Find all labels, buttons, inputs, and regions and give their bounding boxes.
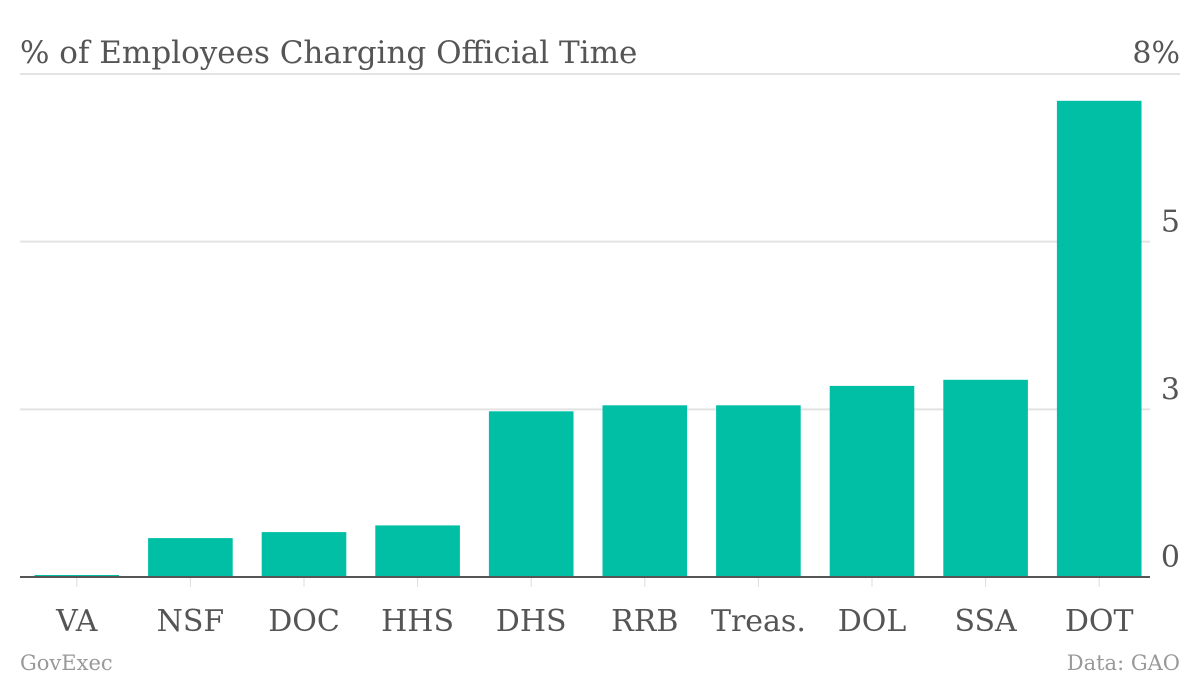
x-tick-label: DOC xyxy=(268,604,340,639)
bar-rrb xyxy=(602,405,688,577)
x-tick-label: DOT xyxy=(1065,604,1134,639)
bar-doc xyxy=(261,532,347,577)
x-tick-label: Treas. xyxy=(711,604,806,639)
bar-ssa xyxy=(943,379,1028,577)
x-tick-label: SSA xyxy=(954,604,1017,639)
bar-dol xyxy=(829,385,915,577)
y-tick-label: 8% xyxy=(1132,36,1180,71)
bar-treas xyxy=(716,405,801,577)
x-tick-label: NSF xyxy=(157,604,225,639)
bar-dhs xyxy=(488,411,574,577)
y-tick-label: 5 xyxy=(1161,205,1180,240)
x-tick-label: DOL xyxy=(838,604,907,639)
x-tick-label: VA xyxy=(55,604,98,639)
chart-title: % of Employees Charging Official Time xyxy=(20,35,637,71)
x-tick-label: RRB xyxy=(611,604,678,639)
x-tick-label: DHS xyxy=(496,604,567,639)
x-axis-ticks: VA NSF DOC HHS DHS RRB Treas. DOL SSA DOT xyxy=(55,577,1134,639)
bar-dot xyxy=(1056,100,1142,578)
bar-nsf xyxy=(148,538,233,577)
bars xyxy=(34,100,1142,578)
y-tick-label: 3 xyxy=(1161,372,1180,407)
x-tick-label: HHS xyxy=(381,604,454,639)
bar-hhs xyxy=(375,525,460,577)
y-axis-ticks: 0 3 5 8% xyxy=(1132,36,1180,575)
gridlines xyxy=(20,73,1180,411)
y-tick-label: 0 xyxy=(1161,540,1180,575)
data-credit: Data: GAO xyxy=(1067,651,1180,675)
source-brand: GovExec xyxy=(20,651,113,675)
